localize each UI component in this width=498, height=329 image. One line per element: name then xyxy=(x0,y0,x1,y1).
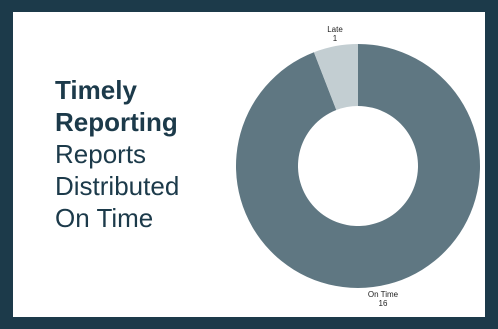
slice-label-late-value: 1 xyxy=(333,34,338,43)
heading-subtitle-line-3: On Time xyxy=(55,203,154,233)
heading-title-line-1: Timely xyxy=(55,75,137,105)
donut-slice-late xyxy=(313,44,358,111)
heading-subtitle-line-1: Reports xyxy=(55,139,147,169)
heading-title-line-2: Reporting xyxy=(55,107,178,137)
slice-label-on-time-name: On Time xyxy=(368,290,399,299)
heading-block: Timely Reporting Reports Distributed On … xyxy=(55,74,235,234)
slice-label-late-name: Late xyxy=(327,25,343,34)
slice-label-on-time: On Time 16 xyxy=(368,290,399,308)
donut-slices xyxy=(235,44,480,288)
slice-label-late: Late 1 xyxy=(327,25,343,43)
heading-subtitle-line-2: Distributed xyxy=(55,171,180,201)
donut-slice-on-time xyxy=(235,44,480,288)
slice-label-on-time-value: 16 xyxy=(379,299,388,308)
